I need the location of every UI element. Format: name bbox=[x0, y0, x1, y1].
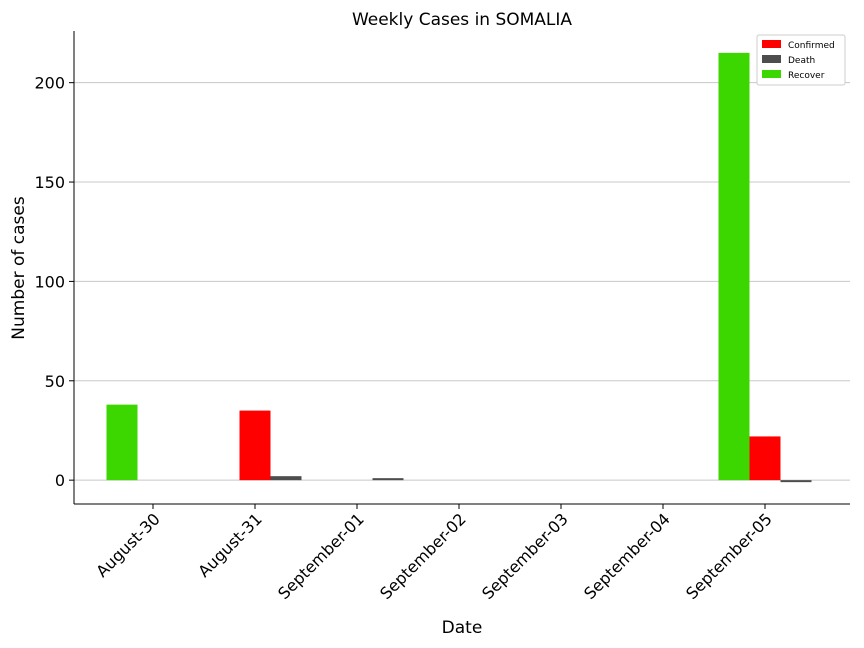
bar-confirmed-september-05 bbox=[749, 436, 781, 481]
bar-death-september-05 bbox=[780, 480, 812, 483]
x-axis-label: Date bbox=[442, 618, 483, 638]
x-tick-label: August-30 bbox=[92, 509, 164, 581]
legend-swatch-confirmed bbox=[762, 40, 781, 48]
x-tick-label: September-05 bbox=[682, 509, 776, 603]
y-tick-label: 100 bbox=[34, 272, 65, 291]
x-tick-label: September-02 bbox=[376, 509, 470, 603]
bar-death-september-01 bbox=[372, 478, 404, 481]
x-tick-label: September-04 bbox=[580, 509, 674, 603]
chart-title: Weekly Cases in SOMALIA bbox=[352, 10, 572, 30]
y-tick-label: 0 bbox=[55, 471, 65, 490]
legend-label-death: Death bbox=[788, 56, 815, 66]
bars bbox=[106, 52, 812, 483]
x-tick-label: September-03 bbox=[478, 509, 572, 603]
y-tick-label: 50 bbox=[45, 372, 65, 391]
legend-swatch-recover bbox=[762, 70, 781, 78]
x-tick-label: August-31 bbox=[194, 509, 266, 581]
axes bbox=[73, 31, 850, 505]
x-ticks: August-30 August-31 September-01 September-… bbox=[92, 504, 776, 603]
y-ticks: 0 50 100 150 200 bbox=[34, 74, 74, 490]
y-tick-label: 200 bbox=[34, 74, 65, 93]
bar-confirmed-august-31 bbox=[239, 410, 271, 481]
bar-death-august-31 bbox=[270, 476, 302, 481]
bar-recover-august-30 bbox=[106, 404, 138, 481]
legend-swatch-death bbox=[762, 55, 781, 63]
x-tick-label: September-01 bbox=[274, 509, 368, 603]
bar-recover-september-05 bbox=[718, 52, 750, 481]
y-axis-label: Number of cases bbox=[9, 196, 29, 340]
legend-label-confirmed: Confirmed bbox=[788, 41, 835, 51]
y-tick-label: 150 bbox=[34, 173, 65, 192]
legend-label-recover: Recover bbox=[788, 71, 825, 81]
legend: Confirmed Death Recover bbox=[756, 34, 846, 86]
